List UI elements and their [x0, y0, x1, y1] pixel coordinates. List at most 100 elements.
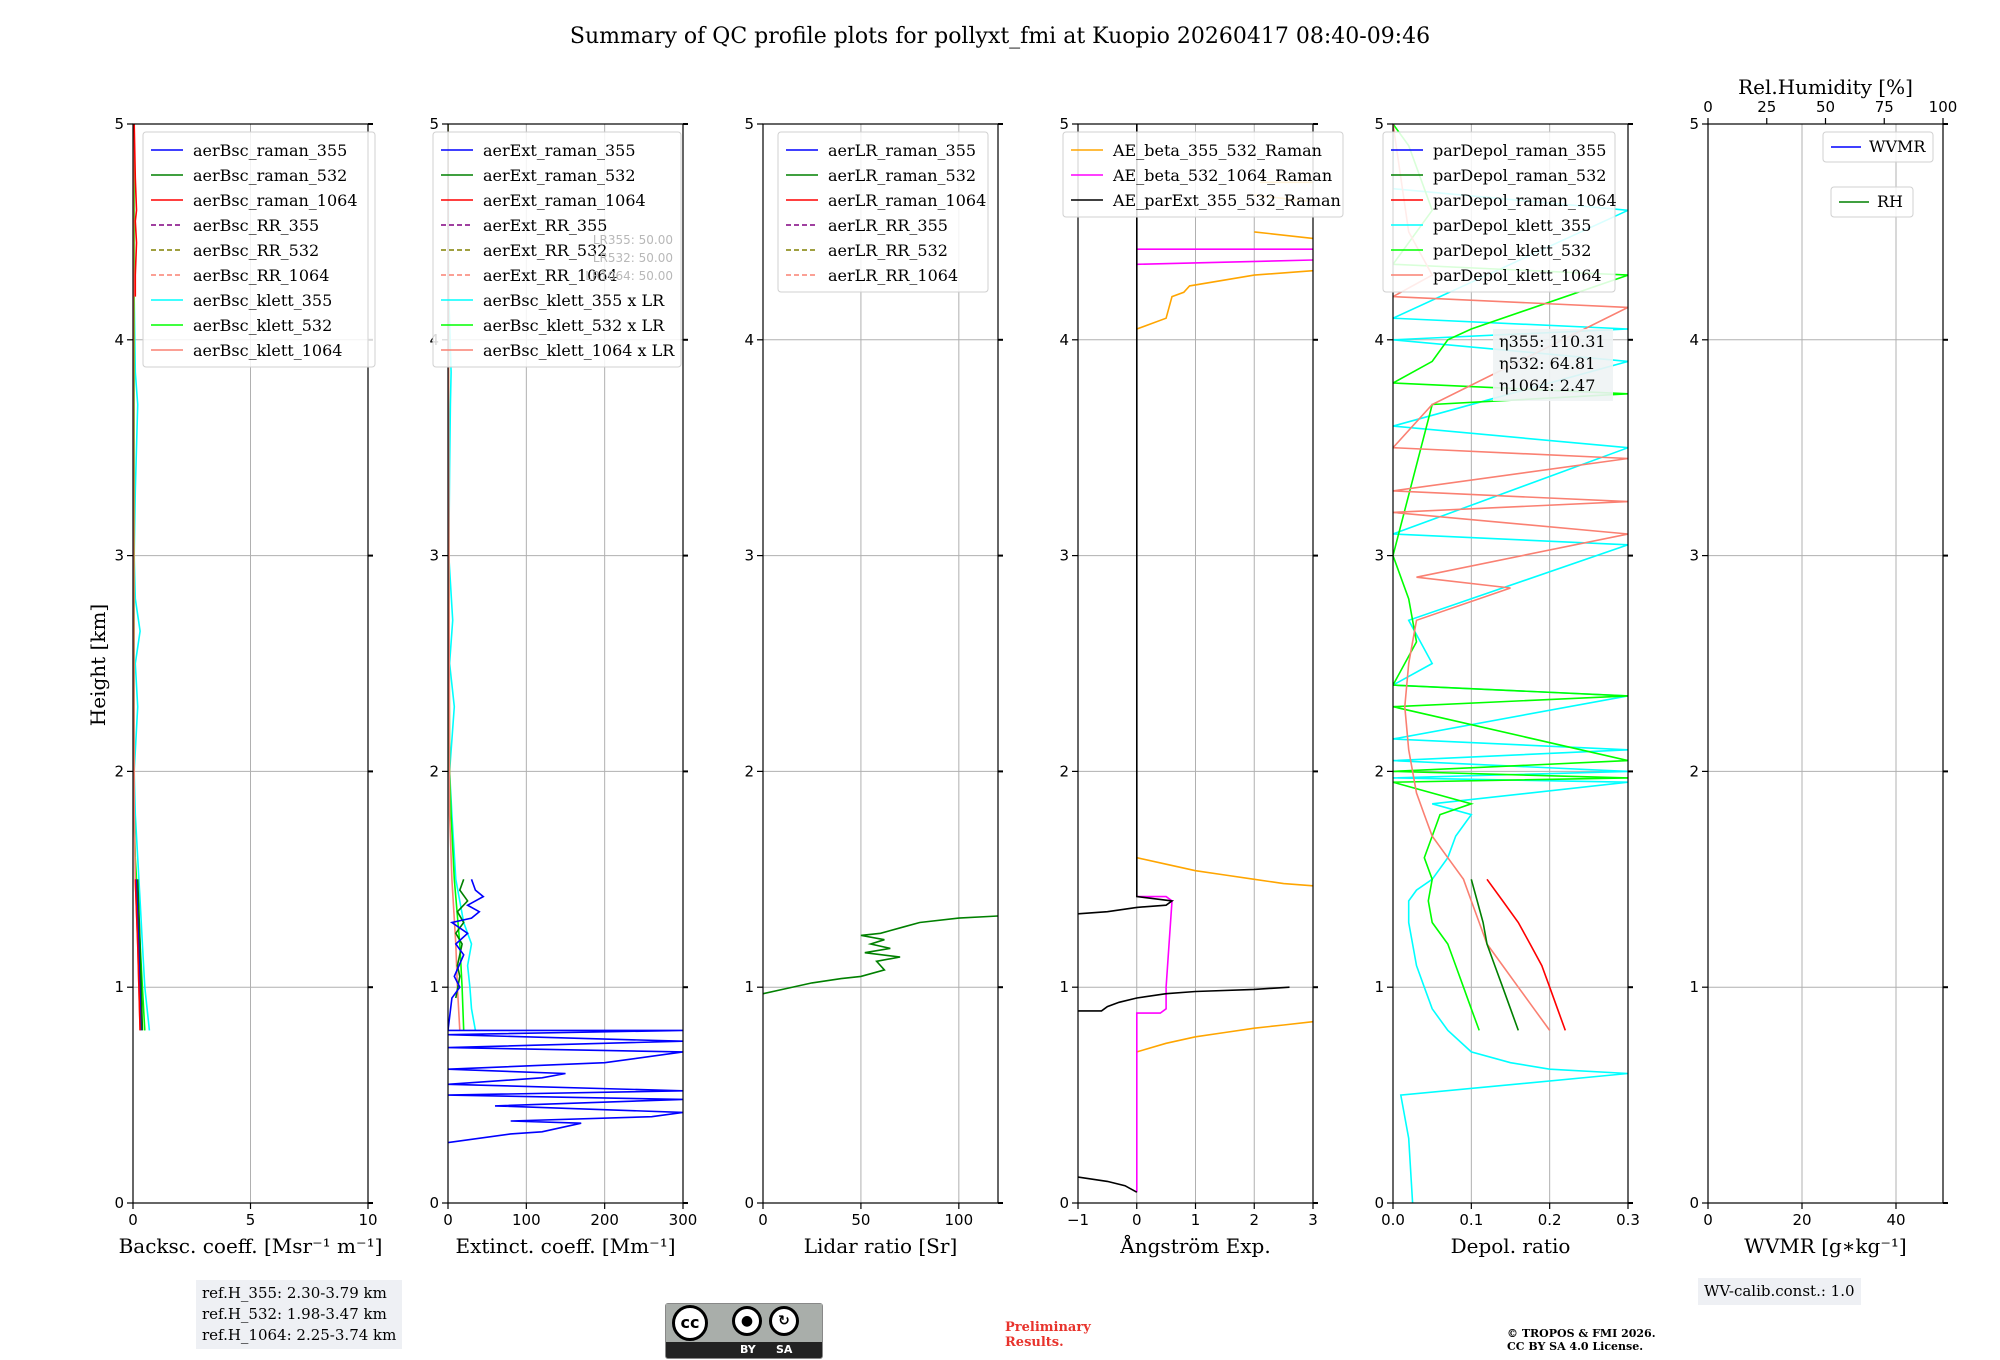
y-tick-label: 3: [744, 547, 754, 565]
series-aerExt_raman_355: [448, 879, 683, 1144]
preliminary-line-2: Results.: [1005, 1335, 1064, 1350]
x-tick-label: 3: [1308, 1211, 1318, 1229]
y-tick-label: 1: [1059, 978, 1069, 996]
panel-1: 0 5 10 0 1 2 3 4 5 Backsc. coeff. [Msr⁻¹ m⁻¹] aerB…: [114, 115, 382, 1258]
x-tick-label: 20: [1792, 1211, 1811, 1229]
y-tick-label: 2: [1059, 762, 1069, 780]
legend-box: [1822, 131, 1934, 163]
legend-label: aerBsc_raman_532: [193, 166, 347, 185]
series-aerBsc_raman_1064: [134, 879, 141, 1031]
legend-label: AE_parExt_355_532_Raman: [1112, 191, 1341, 210]
top-tick-label: 25: [1757, 98, 1776, 116]
series-parDepol_klett_1064: [1393, 124, 1628, 1031]
series-group: [763, 915, 998, 995]
eta-box: [1493, 329, 1613, 402]
legend-label: aerExt_RR_532: [483, 241, 607, 260]
legend-label: aerExt_raman_532: [483, 166, 636, 185]
series-group: [1393, 124, 1628, 1203]
series-AE_parExt_355_532_Raman_c: [1078, 124, 1175, 915]
y-tick-label: 5: [429, 115, 439, 133]
x-tick-label: 10: [358, 1211, 377, 1229]
y-tick-label: 1: [744, 978, 754, 996]
y-tick-label: 2: [744, 762, 754, 780]
axes-frame: [447, 123, 684, 1204]
x-tick-label: 40: [1886, 1211, 1905, 1229]
panel-3: 0 50 100 0 1 2 3 4 5 Lidar ratio [Sr] aerLR_raman_…: [744, 115, 1003, 1258]
y-tick-label: 5: [114, 115, 124, 133]
y-tick-label: 0: [1689, 1194, 1699, 1212]
legend-label: aerLR_raman_355: [828, 141, 976, 160]
series-AE_parExt_355_532_Raman_b: [1078, 986, 1290, 1012]
axes-frame: [1707, 123, 1944, 1204]
x-tick-label: 0: [1132, 1211, 1142, 1229]
x-axis-label: Extinct. coeff. [Mm⁻¹]: [455, 1234, 675, 1258]
y-tick-label: 2: [1374, 762, 1384, 780]
series-AE_beta_532_1064_Raman: [1136, 895, 1173, 1193]
legend-label: aerBsc_klett_532 x LR: [483, 316, 665, 335]
lidar-ratio-note: LR532: 50.00: [593, 251, 673, 265]
legend-label: AE_beta_532_1064_Raman: [1112, 166, 1332, 185]
y-tick-label: 0: [744, 1194, 754, 1212]
x-axis-label: WVMR [g∗kg⁻¹]: [1744, 1234, 1906, 1258]
eta-value: η355: 110.31: [1499, 332, 1606, 351]
y-tick-label: 3: [1374, 547, 1384, 565]
x-tick-label: 0.0: [1381, 1211, 1405, 1229]
legend-label: aerLR_RR_532: [828, 241, 948, 260]
legend-label: aerBsc_RR_355: [193, 216, 319, 235]
legend-label: parDepol_raman_532: [1433, 166, 1606, 185]
series-aerBsc_klett_355 x LR: [448, 124, 477, 1031]
y-tick-label: 0: [114, 1194, 124, 1212]
y-tick-label: 2: [114, 762, 124, 780]
wv-calibration-box: WV-calib.const.: 1.0: [1698, 1278, 1861, 1305]
eta-value: η532: 64.81: [1499, 354, 1595, 373]
cc-license-logo[interactable]: cc ● ↻ BY SA: [665, 1303, 823, 1359]
legend-label: aerExt_RR_355: [483, 216, 607, 235]
legend-label: aerLR_RR_355: [828, 216, 948, 235]
legend-label: aerBsc_klett_1064 x LR: [483, 341, 675, 360]
y-tick-label: 4: [744, 331, 754, 349]
panel-2: 0100200300012345Extinct. coeff. [Mm⁻¹]ae…: [429, 115, 697, 1258]
series-AE_beta_355_532_Raman_b: [1136, 856, 1313, 887]
y-tick-label: 4: [114, 331, 124, 349]
x-tick-label: −1: [1067, 1211, 1089, 1229]
legend-label: parDepol_raman_355: [1433, 141, 1606, 160]
y-tick-label: 5: [1059, 115, 1069, 133]
y-tick-label: 3: [114, 547, 124, 565]
series-parDepol_raman_1064: [1486, 878, 1567, 1031]
top-tick-label: 0: [1703, 98, 1713, 116]
y-tick-label: 4: [1689, 331, 1699, 349]
x-tick-label: 0: [758, 1211, 768, 1229]
series-parDepol_klett_532: [1393, 124, 1628, 1031]
legend-box: [777, 131, 989, 293]
legend-box: [142, 131, 376, 368]
x-tick-label: 1: [1191, 1211, 1201, 1229]
series-group: [133, 124, 151, 1031]
legend-label: aerExt_RR_1064: [483, 266, 618, 285]
series-aerBsc_raman_355: [135, 879, 142, 1031]
y-tick-label: 1: [429, 978, 439, 996]
series-aerBsc_raman_532: [136, 879, 144, 1031]
legend-label: aerLR_RR_1064: [828, 266, 958, 285]
x-tick-label: 50: [851, 1211, 870, 1229]
ref-height-355: ref.H_355: 2.30-3.79 km: [202, 1284, 387, 1302]
x-axis-label: Lidar ratio [Sr]: [804, 1234, 958, 1258]
x-tick-label: 0.3: [1616, 1211, 1640, 1229]
x-tick-label: 2: [1249, 1211, 1259, 1229]
legend-label: aerBsc_klett_355 x LR: [483, 291, 665, 310]
series-AE_beta_355_532_Raman_d: [1254, 231, 1313, 240]
figure-title: Summary of QC profile plots for pollyxt_…: [570, 24, 1430, 49]
legend-label: AE_beta_355_532_Raman: [1112, 141, 1322, 160]
lidar-ratio-note: LR1064: 50.00: [585, 269, 673, 283]
cc-icon: cc: [672, 1305, 708, 1341]
y-tick-label: 5: [1689, 115, 1699, 133]
y-axis-label: Height [km]: [86, 604, 110, 726]
legend-label: aerLR_raman_1064: [828, 191, 986, 210]
y-tick-label: 4: [1059, 331, 1069, 349]
series-aerBsc_raman_1064_upper: [133, 124, 138, 297]
lidar-ratio-note: LR355: 50.00: [593, 233, 673, 247]
eta-value: η1064: 2.47: [1499, 376, 1595, 395]
preliminary-line-1: Preliminary: [1005, 1320, 1091, 1335]
x-tick-label: 200: [590, 1211, 619, 1229]
